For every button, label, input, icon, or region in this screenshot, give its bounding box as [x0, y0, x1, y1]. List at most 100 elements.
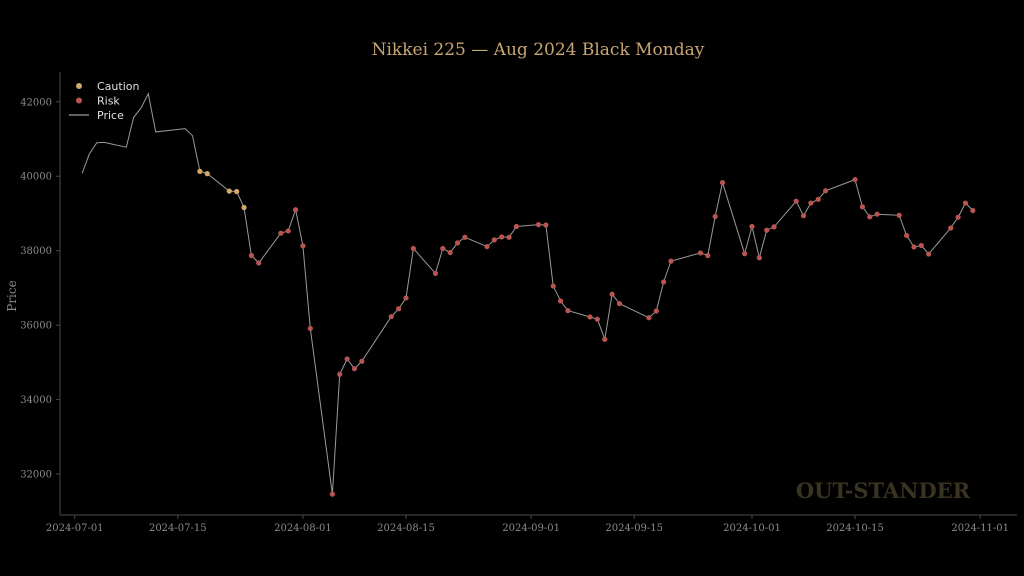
risk-point	[484, 243, 490, 250]
risk-point	[396, 306, 402, 312]
risk-point	[248, 252, 254, 259]
risk-point	[351, 366, 358, 372]
risk-point	[535, 222, 542, 228]
legend-item-price: Price	[69, 109, 124, 122]
risk-point	[859, 204, 866, 210]
legend-item-risk: Risk	[76, 95, 120, 108]
caution-point	[197, 168, 203, 174]
risk-point	[771, 224, 777, 230]
legend-item-price-label: Price	[97, 109, 124, 122]
risk-point	[454, 240, 461, 246]
caution-point	[204, 171, 210, 177]
caution-point	[234, 188, 240, 195]
marker-series	[197, 168, 976, 497]
risk-point	[557, 298, 564, 304]
legend-item-caution: Caution	[76, 80, 139, 93]
x-tick-label: 2024-07-01	[46, 523, 104, 534]
risk-point	[970, 207, 976, 214]
risk-point	[513, 223, 520, 230]
risk-point	[307, 325, 313, 332]
risk-point	[491, 237, 497, 243]
risk-point	[329, 491, 335, 497]
price-line	[81, 92, 974, 495]
risk-point	[903, 232, 910, 239]
risk-point	[874, 211, 880, 217]
y-tick-label: 38000	[20, 246, 52, 257]
x-tick-label: 2024-08-15	[377, 523, 435, 534]
risk-point	[432, 270, 439, 276]
risk-point	[697, 250, 704, 256]
risk-point	[587, 314, 593, 320]
risk-point	[602, 336, 608, 342]
risk-point	[749, 223, 755, 230]
risk-point	[800, 213, 807, 219]
x-tick-label: 2024-08-01	[274, 523, 332, 534]
risk-point	[896, 212, 902, 218]
risk-point	[499, 234, 505, 240]
x-tick-label: 2024-10-01	[723, 523, 781, 534]
risk-point	[742, 251, 748, 257]
caution-point	[226, 188, 232, 194]
risk-point	[300, 243, 306, 249]
risk-point	[646, 315, 652, 321]
x-tick-label: 2024-07-15	[149, 523, 207, 534]
risk-point	[403, 295, 409, 301]
x-tick-label: 2024-09-01	[502, 523, 560, 534]
risk-point	[948, 225, 954, 231]
risk-point	[344, 356, 350, 362]
risk-point	[388, 313, 394, 320]
legend-item-caution-label: Caution	[97, 80, 139, 93]
risk-point	[808, 200, 814, 206]
risk-point	[256, 260, 262, 266]
x-tick-label: 2024-10-15	[826, 523, 884, 534]
watermark-logo: OUT-STANDER	[796, 478, 971, 503]
risk-point	[410, 245, 416, 252]
risk-point	[815, 196, 821, 202]
risk-point	[705, 252, 711, 259]
risk-point	[440, 245, 446, 252]
risk-point	[594, 316, 600, 322]
x-tick-label: 2024-11-01	[951, 523, 1009, 534]
risk-point	[756, 255, 762, 261]
chart-title: Nikkei 225 — Aug 2024 Black Monday	[372, 40, 705, 60]
risk-point	[668, 258, 674, 264]
risk-point	[852, 176, 858, 183]
risk-point	[278, 230, 284, 236]
risk-point	[719, 179, 726, 186]
y-tick-label: 40000	[20, 172, 52, 183]
risk-point	[955, 214, 961, 220]
risk-point	[447, 249, 453, 256]
risk-point	[359, 358, 365, 364]
risk-point	[506, 234, 512, 240]
risk-point	[661, 279, 667, 285]
risk-point	[462, 234, 468, 240]
y-tick-label: 34000	[20, 395, 52, 406]
y-tick-label: 36000	[20, 321, 52, 332]
axes: 32000 34000 36000 38000 40000 42000 2024-07-01…	[20, 72, 1017, 534]
y-tick-label: 32000	[20, 470, 52, 481]
y-tick-label: 42000	[20, 97, 52, 108]
risk-point	[918, 242, 924, 249]
risk-point	[926, 251, 932, 257]
risk-point	[764, 227, 770, 233]
caution-point	[241, 204, 247, 211]
risk-point	[867, 214, 873, 220]
risk-point	[712, 213, 718, 220]
risk-point	[911, 244, 917, 250]
legend-item-caution-swatch	[76, 83, 82, 89]
x-tick-label: 2024-09-15	[605, 523, 663, 534]
risk-point	[550, 283, 556, 289]
y-axis-label: Price	[5, 280, 19, 311]
risk-point	[292, 207, 299, 213]
risk-point	[285, 228, 291, 234]
risk-point	[543, 222, 549, 228]
risk-point	[653, 308, 659, 314]
risk-point	[823, 188, 829, 194]
risk-point	[962, 200, 969, 206]
risk-point	[793, 198, 799, 204]
price-series	[81, 92, 974, 495]
risk-point	[616, 300, 623, 307]
risk-point	[609, 291, 615, 297]
